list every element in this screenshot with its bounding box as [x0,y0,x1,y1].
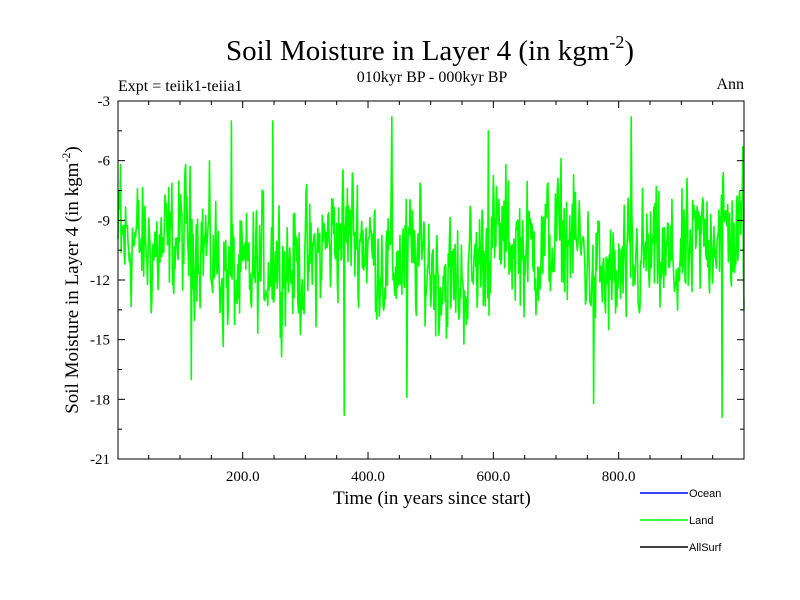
experiment-label: Expt = teiik1-teiia1 [118,78,243,95]
y-tick-label-3: -12 [90,273,110,289]
x-tick-label-2: 600.0 [476,469,510,485]
ticks-layer: 200.0 400.0 600.0 800.0 -3 -6 -9 -12 -15 -18 -21 [90,94,744,485]
season-label: Ann [716,76,744,93]
y-axis-label-main: Soil Moisture in Layer 4 (in kgm [62,162,83,413]
y-axis-label-sup: -2 [59,153,73,163]
plot-series-layer [117,116,745,419]
x-tick-label-0: 200.0 [226,469,260,485]
y-tick-label-2: -9 [98,213,111,229]
y-tick-label-5: -18 [90,392,110,408]
plot-frame [117,100,745,460]
legend-label-allsurf: AllSurf [689,542,722,554]
x-tick-label-3: 800.0 [602,469,636,485]
y-tick-label-6: -21 [90,452,110,468]
series-line-land [117,116,745,419]
y-tick-label-1: -6 [98,154,111,170]
y-axis-label-close: ) [62,146,83,152]
chart-title-sup: -2 [609,32,624,52]
chart-title-main: Soil Moisture in Layer 4 (in kgm [226,35,610,67]
y-axis-label: Soil Moisture in Layer 4 (in kgm-2) [59,146,83,414]
x-axis-label: Time (in years since start) [333,488,531,509]
x-tick-label-1: 400.0 [351,469,385,485]
legend: Ocean Land AllSurf [640,488,722,554]
legend-label-land: Land [689,515,713,527]
chart-title: Soil Moisture in Layer 4 (in kgm-2) [226,32,634,67]
y-tick-label-4: -15 [90,333,110,349]
chart-subtitle: 010kyr BP - 000kyr BP [357,69,508,86]
chart-title-close: ) [624,35,634,67]
y-tick-label-0: -3 [98,94,111,110]
legend-label-ocean: Ocean [689,488,721,500]
